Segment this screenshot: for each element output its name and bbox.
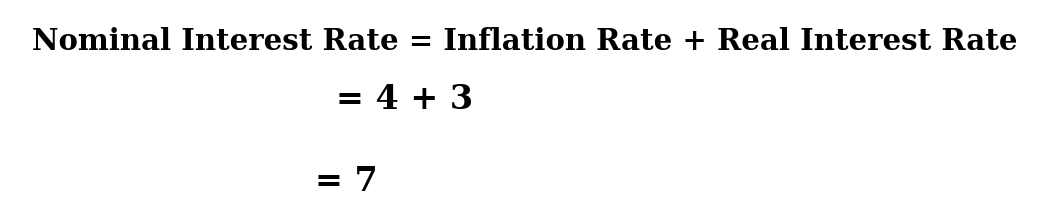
Text: = 7: = 7 (315, 165, 378, 198)
Text: = 4 + 3: = 4 + 3 (336, 83, 472, 116)
Text: Nominal Interest Rate = Inflation Rate + Real Interest Rate: Nominal Interest Rate = Inflation Rate +… (33, 27, 1017, 55)
